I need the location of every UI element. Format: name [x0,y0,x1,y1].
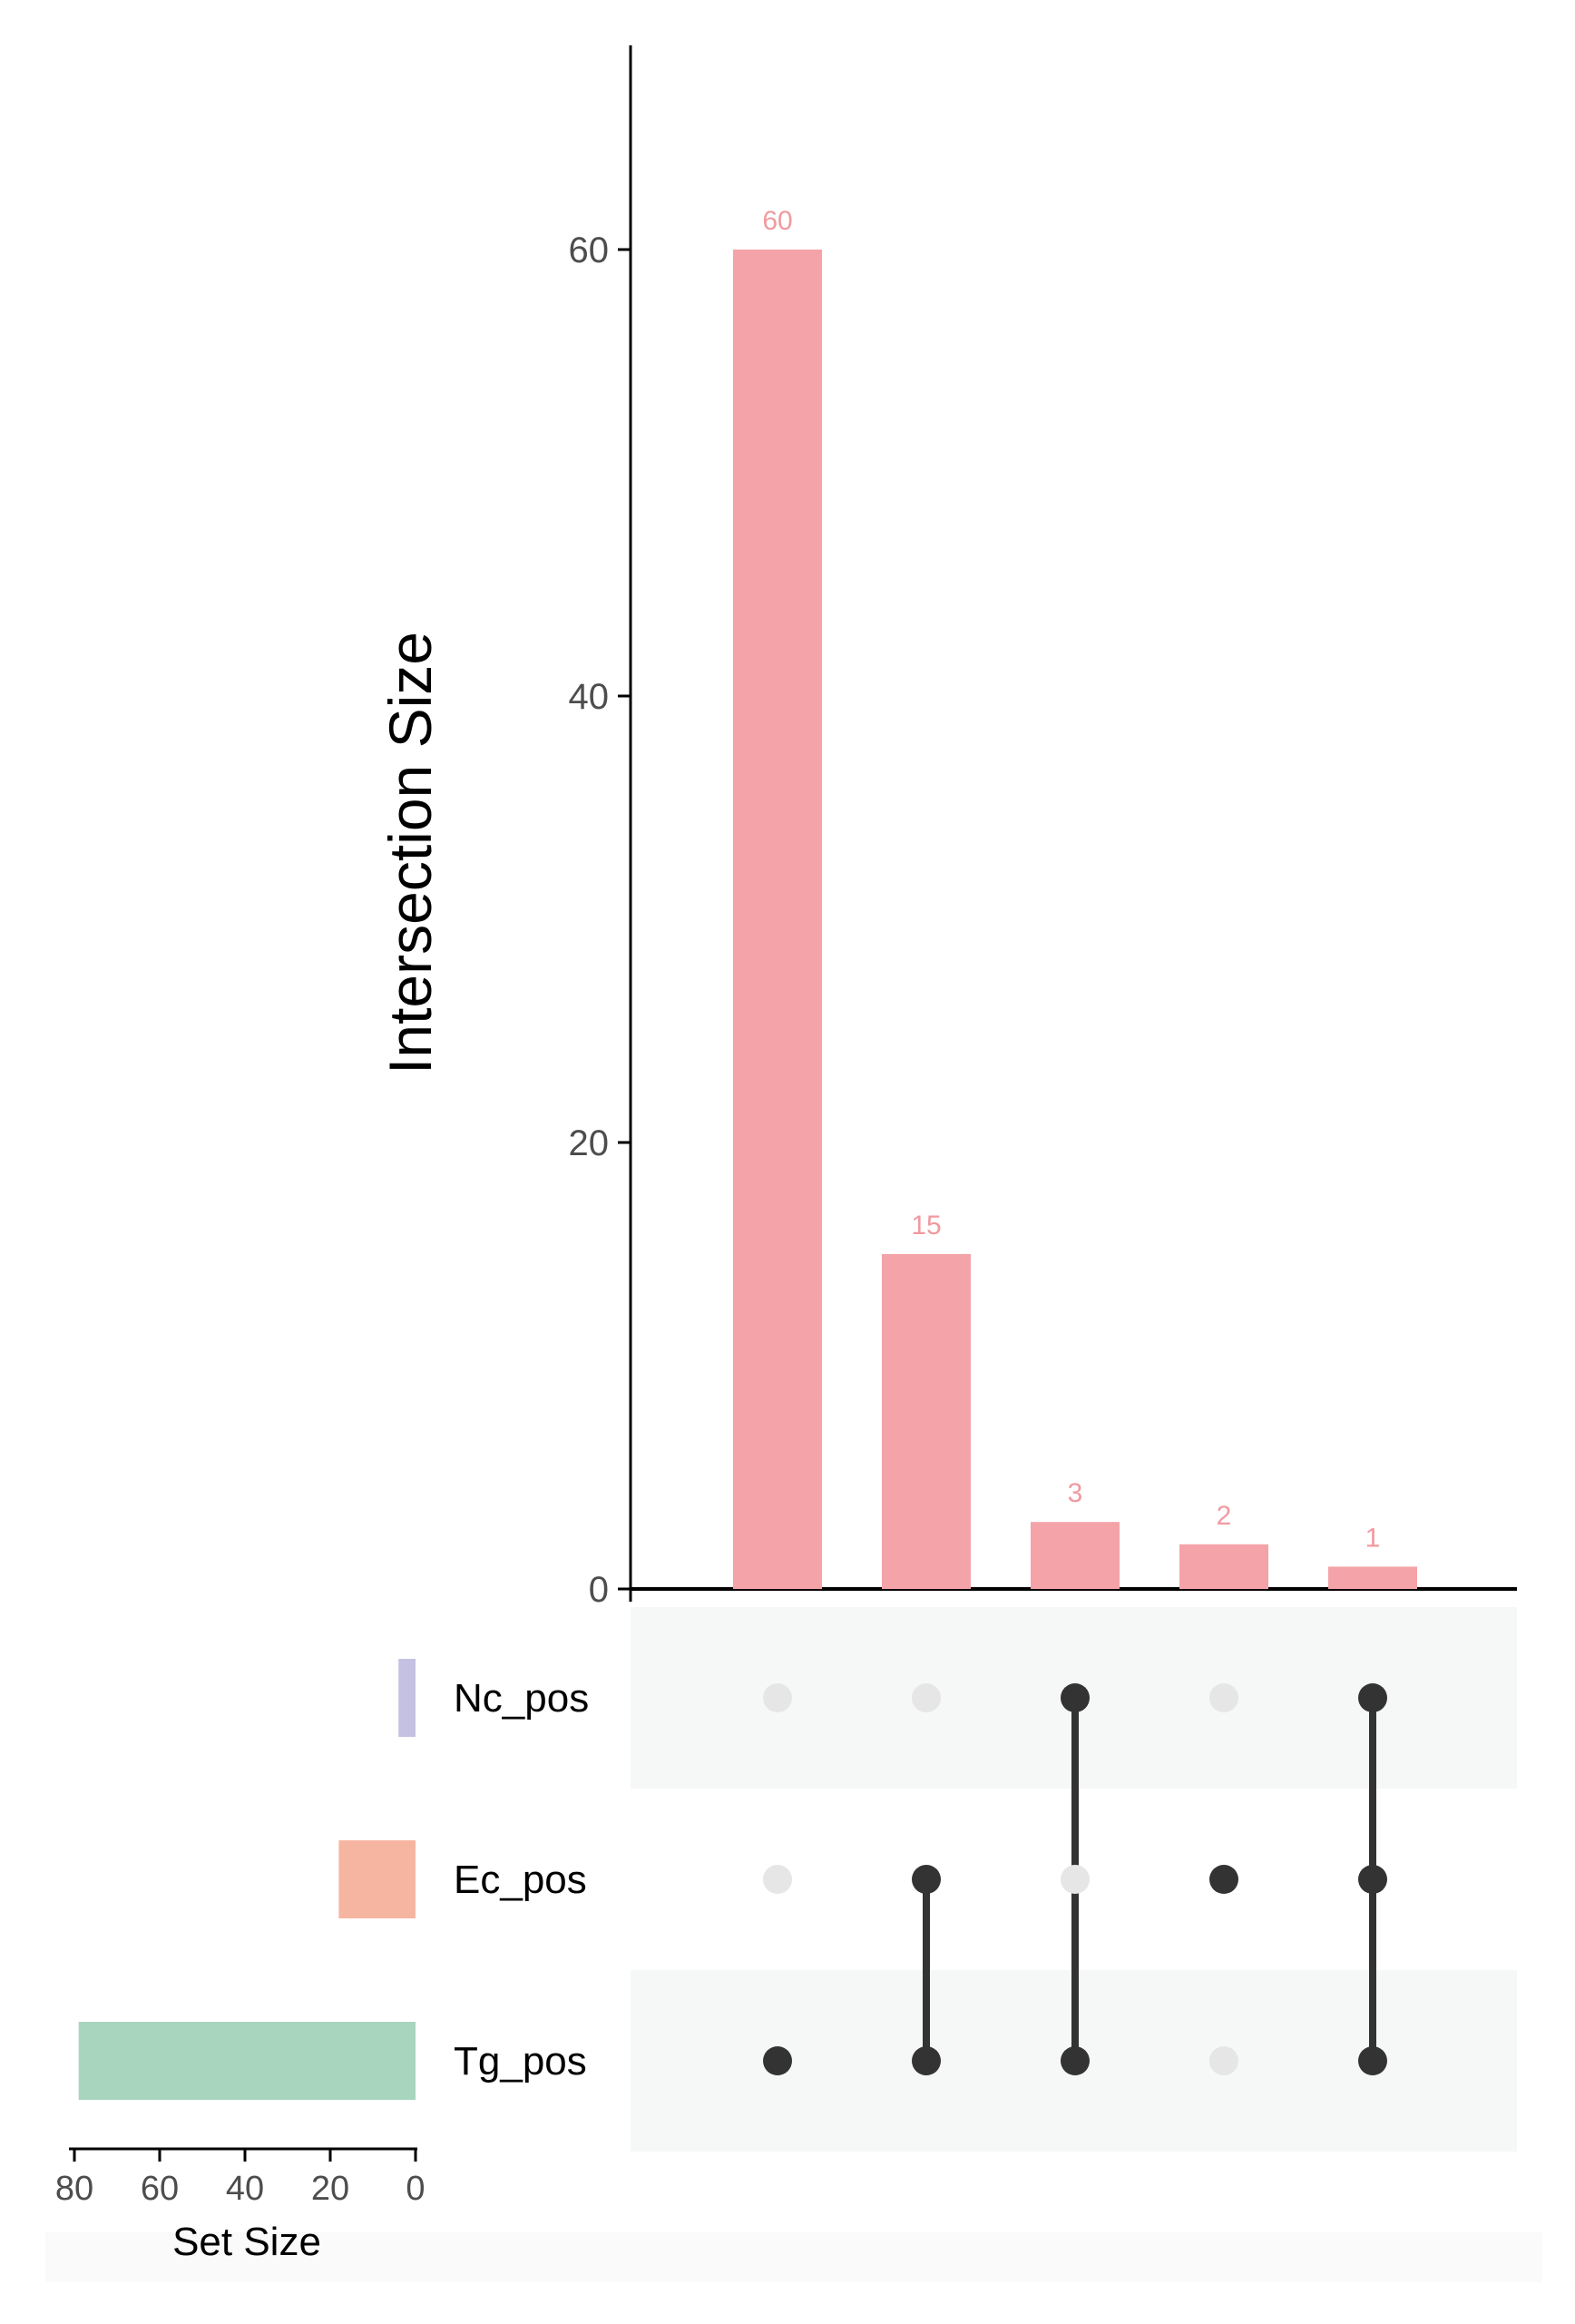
intersection-bar-label: 3 [1068,1478,1083,1508]
set-size-axis-title: Set Size [172,2220,321,2264]
intersection-bar-label: 15 [911,1211,941,1240]
matrix-dot-active [1061,1683,1090,1712]
intersection-bar-label: 60 [762,206,792,236]
set-size-tick-label: 60 [141,2170,179,2208]
set-name-label: Tg_pos [454,2039,587,2084]
plot-footer-shade [45,2232,1542,2282]
set-size-bar [338,1840,416,1918]
matrix-dot-active [912,2046,941,2075]
matrix-dot-active [763,2046,792,2075]
matrix-dot-inactive [912,1683,941,1712]
set-size-bar [398,1659,416,1737]
matrix-dot-inactive [1209,2046,1238,2075]
intersection-bar-label: 1 [1365,1523,1381,1553]
y-tick-label: 20 [569,1123,610,1163]
matrix-dot-inactive [763,1683,792,1712]
matrix-dot-active [1358,2046,1387,2075]
matrix-dot-active [1209,1865,1238,1894]
intersection-bar [882,1254,971,1589]
intersection-bar [733,250,822,1589]
matrix-dot-inactive [763,1865,792,1894]
set-size-tick-label: 20 [311,2170,349,2208]
intersection-bar [1031,1522,1120,1589]
matrix-dot-inactive [1209,1683,1238,1712]
matrix-dot-active [1358,1683,1387,1712]
set-name-label: Ec_pos [454,1858,587,1902]
intersection-bar-label: 2 [1217,1501,1232,1531]
set-size-tick-label: 0 [406,2170,425,2208]
y-tick-label: 60 [569,230,610,270]
intersection-bar [1328,1566,1417,1589]
set-size-tick-label: 80 [55,2170,93,2208]
set-size-bar [78,2022,416,2100]
set-name-label: Nc_pos [454,1676,589,1721]
y-tick-label: 40 [569,677,610,717]
matrix-dot-active [912,1865,941,1894]
y-axis-title: Intersection Size [377,632,444,1074]
set-size-tick-label: 40 [226,2170,264,2208]
matrix-dot-active [1358,1865,1387,1894]
matrix-dot-inactive [1061,1865,1090,1894]
matrix-dot-active [1061,2046,1090,2075]
y-tick-label: 0 [589,1570,609,1610]
intersection-bar [1179,1544,1268,1589]
